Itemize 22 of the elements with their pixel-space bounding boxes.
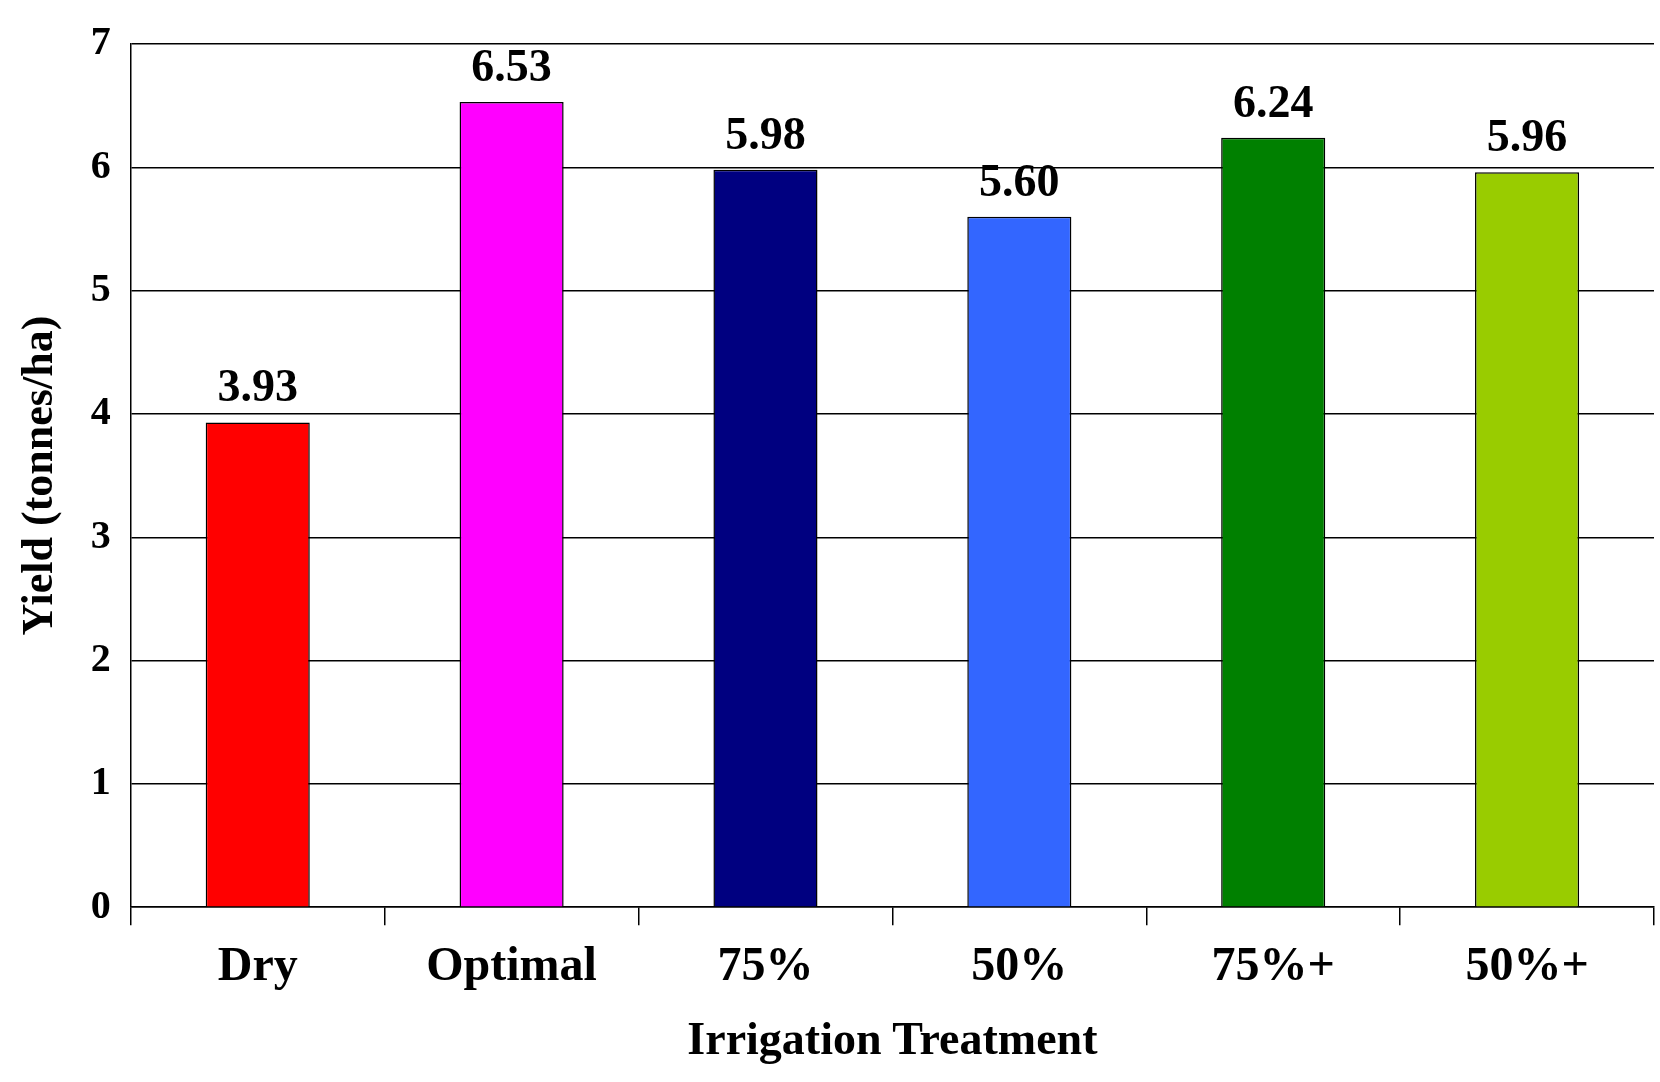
x-tick-label: 75% xyxy=(717,937,814,991)
data-label: 3.93 xyxy=(217,360,298,412)
x-tick-label: Optimal xyxy=(426,937,597,991)
data-label: 5.96 xyxy=(1486,110,1568,162)
y-tick-label: 0 xyxy=(90,881,111,927)
x-tick-label: 75%+ xyxy=(1211,937,1335,991)
data-label: 5.60 xyxy=(979,154,1060,206)
y-tick-label: 1 xyxy=(90,758,111,804)
y-tick-label: 6 xyxy=(90,141,111,187)
y-axis-title: Yield (tonnes/ha) xyxy=(12,315,62,636)
x-tick-label: Dry xyxy=(217,937,298,991)
data-label: 6.53 xyxy=(471,39,552,91)
y-tick-label: 5 xyxy=(90,264,111,310)
y-tick-label: 4 xyxy=(90,388,111,434)
data-label: 6.24 xyxy=(1232,75,1314,127)
x-axis-title: Irrigation Treatment xyxy=(687,1013,1099,1065)
x-tick-label: 50%+ xyxy=(1465,937,1589,991)
y-tick-label: 3 xyxy=(90,511,111,557)
x-tick-label: 50% xyxy=(971,937,1068,991)
y-tick-label: 7 xyxy=(90,18,111,64)
data-label: 5.98 xyxy=(725,107,806,159)
y-tick-label: 2 xyxy=(90,634,111,680)
